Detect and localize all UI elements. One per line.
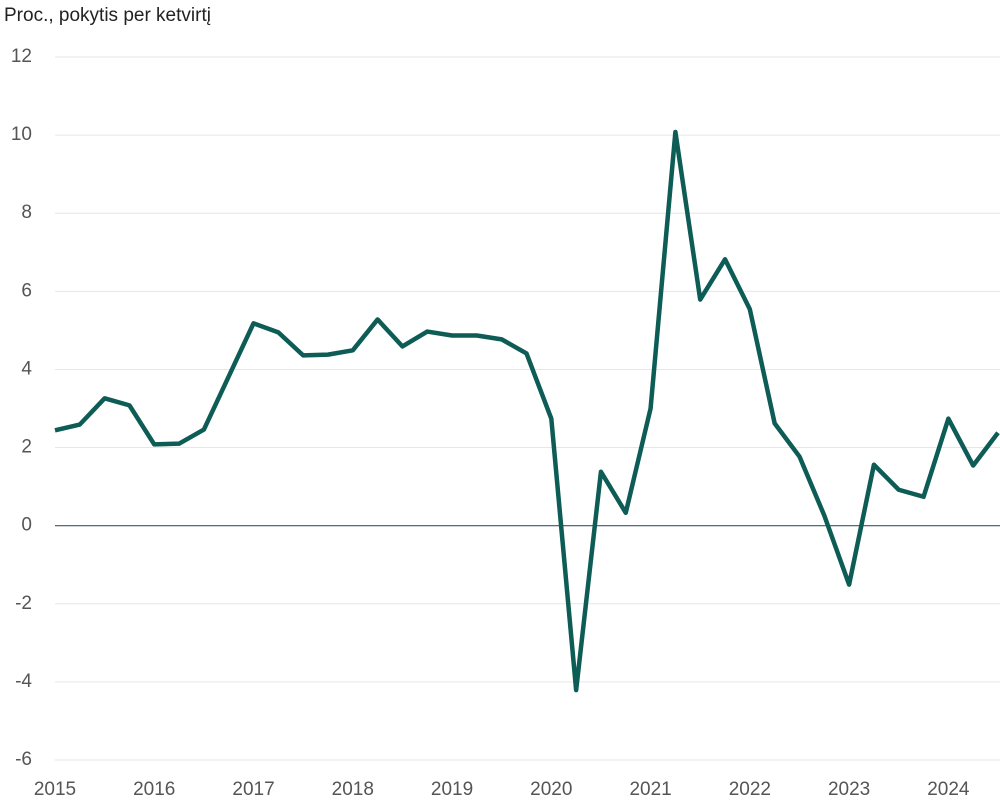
x-tick-label: 2019 xyxy=(431,779,473,800)
y-tick-label: -4 xyxy=(15,671,32,692)
y-tick-label: 10 xyxy=(11,124,32,145)
y-tick-label: 12 xyxy=(11,46,32,67)
x-tick-label: 2020 xyxy=(530,779,572,800)
y-tick-label: -6 xyxy=(15,749,32,770)
x-tick-label: 2017 xyxy=(232,779,274,800)
x-tick-label: 2016 xyxy=(133,779,175,800)
x-tick-label: 2021 xyxy=(629,779,671,800)
y-tick-label: 6 xyxy=(21,280,32,301)
y-tick-label: -2 xyxy=(15,593,32,614)
x-tick-label: 2015 xyxy=(34,779,76,800)
x-tick-label: 2024 xyxy=(927,779,970,800)
y-tick-label: 2 xyxy=(21,437,32,458)
y-axis-label: Proc., pokytis per ketvirtį xyxy=(4,5,211,26)
x-tick-label: 2022 xyxy=(729,779,771,800)
x-tick-label: 2023 xyxy=(828,779,870,800)
x-tick-label: 2018 xyxy=(332,779,374,800)
line xyxy=(54,129,1000,693)
y-tick-label: 0 xyxy=(21,515,32,536)
y-tick-label: 8 xyxy=(21,202,32,223)
y-tick-label: 4 xyxy=(21,358,32,379)
